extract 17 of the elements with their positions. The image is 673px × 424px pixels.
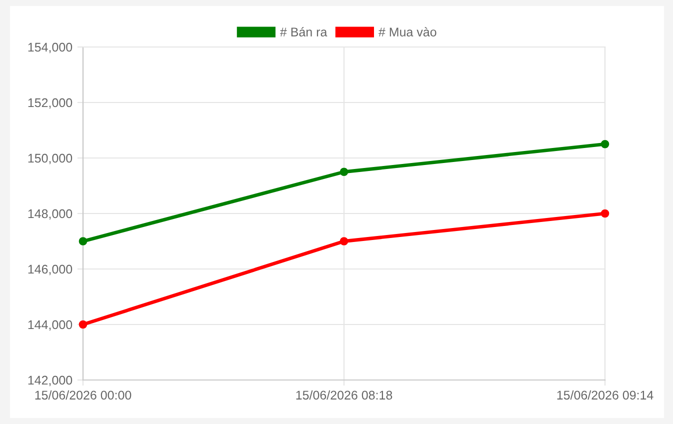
point: [340, 168, 348, 176]
y-tick-label: 142,000: [28, 376, 72, 386]
x-tick-label: 15/06/2026 09:14: [557, 390, 654, 400]
y-tick-label: 154,000: [28, 42, 72, 54]
legend-label: # Mua vào: [378, 27, 436, 36]
y-tick-label: 152,000: [28, 98, 72, 109]
x-tick-label: 15/06/2026 00:00: [35, 390, 132, 400]
point: [340, 237, 348, 246]
y-tick-label: 148,000: [28, 209, 72, 220]
y-tick-label: 150,000: [28, 154, 72, 164]
point: [600, 140, 610, 148]
y-tick-label: 144,000: [28, 320, 72, 331]
y-tick-label: 146,000: [28, 264, 72, 276]
legend-label: # Bán ra: [280, 27, 328, 36]
point: [78, 237, 88, 246]
point: [600, 209, 610, 218]
x-tick-label: 15/06/2026 08:18: [296, 390, 392, 400]
